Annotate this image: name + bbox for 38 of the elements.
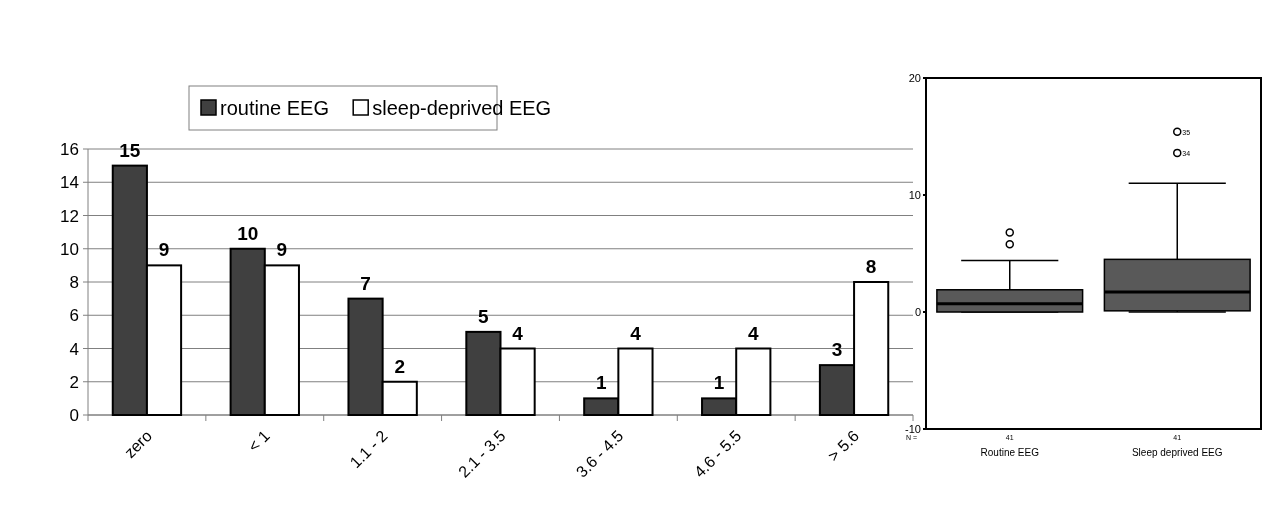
y-tick-label: 10 [908, 189, 921, 201]
data-label: 1 [713, 372, 725, 394]
x-tick-label: Routine EEG [980, 447, 1040, 458]
y-tick-label: 0 [69, 406, 79, 425]
y-tick-label: 8 [69, 273, 79, 292]
x-tick-label: 3.6 - 4.5 [572, 427, 627, 481]
data-label: 15 [119, 139, 141, 161]
y-tick-label: 6 [69, 306, 79, 326]
data-label: 5 [478, 305, 490, 327]
x-tick-label: 4.6 - 5.5 [690, 427, 745, 481]
data-label: 9 [276, 239, 288, 261]
y-tick-label: 2 [69, 372, 79, 392]
y-tick-label: 0 [914, 306, 921, 318]
y-tick-label: 14 [60, 173, 79, 193]
x-tick-label: < 1 [244, 427, 273, 456]
data-label: 10 [237, 222, 259, 244]
data-label: 2 [394, 355, 406, 377]
data-label: 4 [630, 322, 642, 344]
x-tick-label: zero [121, 427, 156, 462]
legend-label: routine EEG [220, 97, 329, 119]
y-tick-label: -10 [905, 423, 921, 435]
data-label: 4 [512, 322, 524, 344]
y-tick-label: 12 [60, 206, 79, 226]
y-tick-label: 4 [69, 339, 79, 359]
data-label: 7 [360, 272, 371, 294]
y-tick-label: 16 [60, 140, 79, 159]
x-tick-label: 1.1 - 2 [346, 427, 391, 472]
data-label: 9 [158, 239, 170, 261]
data-label: 1 [595, 372, 607, 394]
data-label: 4 [748, 322, 760, 344]
legend-label: sleep-deprived EEG [372, 97, 552, 119]
data-label: 3 [831, 339, 843, 361]
x-tick-label: Sleep deprived EEG [1131, 447, 1223, 458]
y-tick-label: 10 [60, 239, 79, 259]
y-tick-label: 20 [908, 72, 921, 84]
data-label: 8 [865, 256, 877, 277]
x-tick-label: 2.1 - 3.5 [455, 427, 509, 481]
x-tick-label: > 5.6 [824, 427, 863, 465]
